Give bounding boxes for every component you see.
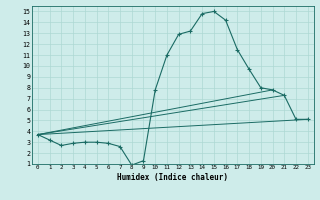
X-axis label: Humidex (Indice chaleur): Humidex (Indice chaleur) <box>117 173 228 182</box>
